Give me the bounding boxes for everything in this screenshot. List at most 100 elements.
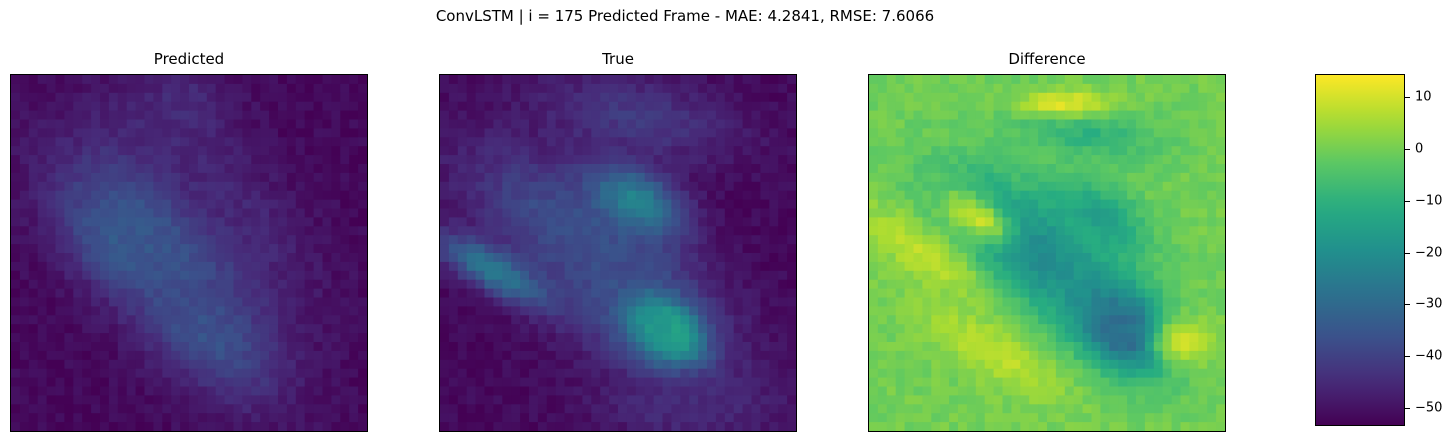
heatmap-cell xyxy=(1091,244,1101,254)
heatmap-cell xyxy=(1064,83,1075,94)
heatmap-cell xyxy=(153,83,163,94)
heatmap-cell xyxy=(564,164,575,174)
heatmap-cell xyxy=(993,413,1004,423)
heatmap-cell xyxy=(286,306,297,316)
heatmap-cell xyxy=(1109,226,1119,236)
heatmap-cell xyxy=(313,235,324,245)
heatmap-cell xyxy=(958,333,968,343)
heatmap-cell xyxy=(787,181,796,192)
heatmap-cell xyxy=(260,217,270,227)
heatmap-cell xyxy=(1171,75,1182,85)
heatmap-cell xyxy=(733,350,744,361)
heatmap-cell xyxy=(537,315,548,325)
heatmap-cell xyxy=(135,83,146,94)
heatmap-cell xyxy=(1011,83,1021,94)
heatmap-cell xyxy=(37,377,48,388)
heatmap-cell xyxy=(1100,128,1110,138)
heatmap-cell xyxy=(1109,208,1119,218)
heatmap-cell xyxy=(1189,92,1199,103)
heatmap-cell xyxy=(91,297,101,307)
heatmap-cell xyxy=(1144,261,1155,272)
heatmap-cell xyxy=(55,137,65,147)
heatmap-cell xyxy=(224,101,235,112)
heatmap-cell xyxy=(1153,288,1164,299)
heatmap-cell xyxy=(82,190,92,201)
heatmap-cell xyxy=(1011,306,1021,316)
heatmap-cell xyxy=(475,413,486,423)
heatmap-cell xyxy=(949,172,959,183)
heatmap-cell xyxy=(1171,261,1182,272)
heatmap-cell xyxy=(1011,377,1021,388)
heatmap-cell xyxy=(1171,164,1182,174)
panel-title-predicted: Predicted xyxy=(153,50,225,68)
heatmap-cell xyxy=(529,404,539,414)
heatmap-cell xyxy=(108,253,119,263)
heatmap-cell xyxy=(322,288,332,299)
heatmap-cell xyxy=(1180,324,1190,334)
heatmap-cell xyxy=(189,226,199,236)
heatmap-cell xyxy=(1002,172,1012,183)
heatmap-cell xyxy=(1038,155,1048,165)
heatmap-cell xyxy=(573,172,583,183)
heatmap-cell xyxy=(286,342,297,352)
heatmap-cell xyxy=(144,83,154,94)
heatmap-cell xyxy=(440,119,450,129)
heatmap-cell xyxy=(966,190,977,201)
heatmap-cell xyxy=(742,324,753,334)
heatmap-cell xyxy=(278,377,288,388)
heatmap-cell xyxy=(64,110,74,121)
heatmap-cell xyxy=(1127,172,1137,183)
heatmap-cell xyxy=(626,110,637,121)
heatmap-cell xyxy=(662,368,672,379)
heatmap-cell xyxy=(1064,404,1075,414)
heatmap-cell xyxy=(886,181,897,192)
heatmap-cell xyxy=(260,306,270,316)
heatmap-cell xyxy=(457,404,468,414)
heatmap-cell xyxy=(313,342,324,352)
heatmap-cell xyxy=(171,413,181,423)
heatmap-cell xyxy=(529,208,539,218)
heatmap-cell xyxy=(787,226,796,236)
heatmap-cell xyxy=(940,279,950,290)
heatmap-cell xyxy=(733,244,744,254)
heatmap-cell xyxy=(180,279,190,290)
heatmap-cell xyxy=(940,164,950,174)
heatmap-cell xyxy=(295,199,306,210)
heatmap-cell xyxy=(733,181,744,192)
heatmap-cell xyxy=(877,155,888,165)
heatmap-cell xyxy=(698,164,708,174)
heatmap-cell xyxy=(135,261,146,272)
heatmap-cell xyxy=(135,306,146,316)
heatmap-cell xyxy=(331,422,341,431)
heatmap-cell xyxy=(144,208,154,218)
heatmap-cell xyxy=(493,199,503,210)
heatmap-cell xyxy=(100,315,110,325)
heatmap-cell xyxy=(233,83,243,94)
heatmap-cell xyxy=(349,146,359,156)
heatmap-cell xyxy=(251,128,261,138)
heatmap-cell xyxy=(564,368,575,379)
heatmap-cell xyxy=(475,324,486,334)
heatmap-cell xyxy=(1144,279,1155,290)
heatmap-cell xyxy=(466,315,477,325)
heatmap-cell xyxy=(949,128,959,138)
heatmap-cell xyxy=(1198,119,1208,129)
heatmap-cell xyxy=(618,119,628,129)
heatmap-cell xyxy=(618,306,628,316)
heatmap-cell xyxy=(1020,270,1030,281)
heatmap-cell xyxy=(609,333,619,343)
heatmap-cell xyxy=(1020,333,1030,343)
heatmap-cell xyxy=(197,110,208,121)
heatmap-cell xyxy=(1073,377,1084,388)
heatmap-cell xyxy=(82,368,92,379)
heatmap-cell xyxy=(626,297,637,307)
heatmap-cell xyxy=(1153,172,1164,183)
heatmap-cell xyxy=(555,404,566,414)
heatmap-cell xyxy=(108,235,119,245)
heatmap-cell xyxy=(742,164,753,174)
heatmap-cell xyxy=(206,226,217,236)
heatmap-cell xyxy=(1047,386,1057,396)
heatmap-cell xyxy=(171,324,181,334)
heatmap-cell xyxy=(144,413,154,423)
heatmap-cell xyxy=(286,413,297,423)
